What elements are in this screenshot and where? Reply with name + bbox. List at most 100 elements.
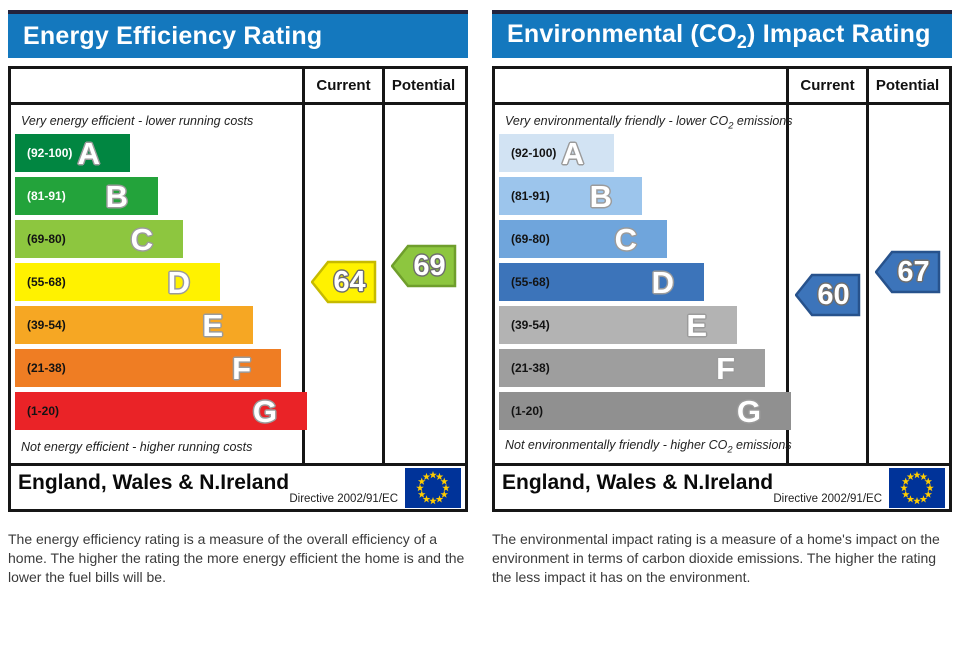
- energy-description: The energy efficiency rating is a measur…: [8, 531, 465, 585]
- co2-header-spacer: [495, 69, 789, 102]
- co2-band-chart: Very environmentally friendly - lower CO…: [495, 105, 793, 463]
- energy-title: Energy Efficiency Rating: [23, 21, 323, 50]
- co2-current-header: Current: [789, 69, 869, 102]
- energy-body-row: Very energy efficient - lower running co…: [11, 105, 465, 463]
- co2-footer-row: England, Wales & N.Ireland Directive 200…: [495, 463, 949, 509]
- energy-potential-cell: 69: [385, 105, 462, 463]
- band-bar-c: (69-80) C: [499, 220, 667, 258]
- co2-potential-value: 67: [897, 256, 930, 288]
- band-range-label: (21-38): [511, 361, 550, 375]
- energy-header-row: Current Potential: [11, 69, 465, 105]
- band-bar-d: (55-68) D: [15, 263, 220, 301]
- band-bar-e: (39-54) E: [499, 306, 737, 344]
- band-bar-g: (1-20) G: [499, 392, 791, 430]
- eu-flag: [405, 467, 461, 508]
- rating-band-b: (81-91) B: [15, 177, 302, 215]
- rating-band-g: (1-20) G: [499, 392, 791, 430]
- co2-rating-table: Current Potential Very environmentally f…: [492, 66, 952, 512]
- rating-band-b: (81-91) B: [499, 177, 786, 215]
- band-bar-f: (21-38) F: [499, 349, 765, 387]
- co2-description: The environmental impact rating is a mea…: [492, 531, 940, 585]
- co2-current-cell: 60: [789, 105, 869, 463]
- co2-title-bar: Environmental (CO2) Impact Rating: [492, 10, 952, 58]
- band-bar-d: (55-68) D: [499, 263, 704, 301]
- band-range-label: (1-20): [511, 404, 544, 418]
- energy-current-header: Current: [305, 69, 385, 102]
- band-range-label: (92-100): [511, 146, 557, 160]
- energy-footer-text: England, Wales & N.Ireland Directive 200…: [18, 471, 405, 505]
- co2-title: Environmental (CO2) Impact Rating: [507, 19, 931, 52]
- band-letter: A: [77, 135, 100, 171]
- band-bar-b: (81-91) B: [499, 177, 642, 215]
- band-letter: F: [716, 350, 735, 386]
- co2-region-label: England, Wales & N.Ireland: [502, 470, 774, 494]
- eu-flag: [889, 467, 945, 508]
- co2-bands: (92-100) A (81-91) B (69-80) C (55-68) D (39-54)…: [499, 134, 791, 435]
- rating-band-a: (92-100) A: [499, 134, 786, 172]
- energy-current-value: 64: [333, 266, 366, 298]
- energy-directive-label: Directive 2002/91/EC: [289, 492, 398, 505]
- rating-band-f: (21-38) F: [499, 349, 786, 387]
- band-bar-a: (92-100) A: [499, 134, 614, 172]
- band-bar-b: (81-91) B: [15, 177, 158, 215]
- band-letter: A: [561, 135, 584, 171]
- band-range-label: (21-38): [27, 361, 66, 375]
- band-letter: G: [736, 393, 761, 429]
- band-letter: G: [252, 393, 277, 429]
- co2-potential-cell: 67: [869, 105, 946, 463]
- co2-bottom-scale-label: Not environmentally friendly - higher CO…: [505, 437, 792, 455]
- rating-band-a: (92-100) A: [15, 134, 302, 172]
- band-letter: D: [651, 264, 674, 300]
- band-letter: D: [167, 264, 190, 300]
- rating-band-f: (21-38) F: [15, 349, 302, 387]
- rating-band-e: (39-54) E: [15, 306, 302, 344]
- energy-header-spacer: [11, 69, 305, 102]
- energy-band-chart: Very energy efficient - lower running co…: [11, 105, 307, 463]
- co2-potential-arrow: 67: [874, 250, 941, 294]
- energy-potential-header: Potential: [391, 77, 456, 94]
- band-letter: C: [614, 221, 637, 257]
- energy-efficiency-panel: Energy Efficiency Rating Current Potenti…: [8, 10, 468, 586]
- rating-band-c: (69-80) C: [15, 220, 302, 258]
- band-letter: B: [105, 178, 128, 214]
- rating-band-d: (55-68) D: [15, 263, 302, 301]
- band-range-label: (39-54): [27, 318, 66, 332]
- band-range-label: (39-54): [511, 318, 550, 332]
- energy-bottom-scale-label: Not energy efficient - higher running co…: [21, 440, 253, 454]
- co2-potential-header: Potential: [875, 77, 940, 94]
- band-bar-c: (69-80) C: [15, 220, 183, 258]
- band-range-label: (1-20): [27, 404, 60, 418]
- energy-current-arrow: 64: [310, 260, 377, 304]
- co2-top-scale-label: Very environmentally friendly - lower CO…: [505, 114, 793, 131]
- band-letter: B: [589, 178, 612, 214]
- co2-current-value: 60: [817, 279, 850, 311]
- epc-certificate-page: Energy Efficiency Rating Current Potenti…: [8, 10, 952, 586]
- band-range-label: (92-100): [27, 146, 73, 160]
- co2-header-row: Current Potential: [495, 69, 949, 105]
- energy-rating-table: Current Potential Very energy efficient …: [8, 66, 468, 512]
- co2-body-row: Very environmentally friendly - lower CO…: [495, 105, 949, 463]
- co2-footer-text: England, Wales & N.Ireland Directive 200…: [502, 471, 889, 505]
- rating-band-e: (39-54) E: [499, 306, 786, 344]
- band-letter: E: [686, 307, 707, 343]
- co2-impact-panel: Environmental (CO2) Impact Rating Curren…: [492, 10, 952, 586]
- band-letter: C: [130, 221, 153, 257]
- band-range-label: (55-68): [27, 275, 66, 289]
- band-bar-g: (1-20) G: [15, 392, 307, 430]
- energy-top-scale-label: Very energy efficient - lower running co…: [21, 114, 254, 128]
- band-range-label: (69-80): [27, 232, 66, 246]
- band-letter: F: [232, 350, 251, 386]
- band-range-label: (55-68): [511, 275, 550, 289]
- band-bar-e: (39-54) E: [15, 306, 253, 344]
- co2-directive-label: Directive 2002/91/EC: [773, 492, 882, 505]
- energy-bands: (92-100) A (81-91) B (69-80) C (55-68) D (39-54)…: [15, 134, 307, 435]
- energy-potential-value: 69: [413, 250, 446, 282]
- energy-footer-row: England, Wales & N.Ireland Directive 200…: [11, 463, 465, 509]
- band-bar-a: (92-100) A: [15, 134, 130, 172]
- energy-title-bar: Energy Efficiency Rating: [8, 10, 468, 58]
- rating-band-g: (1-20) G: [15, 392, 307, 430]
- rating-band-c: (69-80) C: [499, 220, 786, 258]
- energy-current-cell: 64: [305, 105, 385, 463]
- energy-region-label: England, Wales & N.Ireland: [18, 470, 290, 494]
- band-range-label: (69-80): [511, 232, 550, 246]
